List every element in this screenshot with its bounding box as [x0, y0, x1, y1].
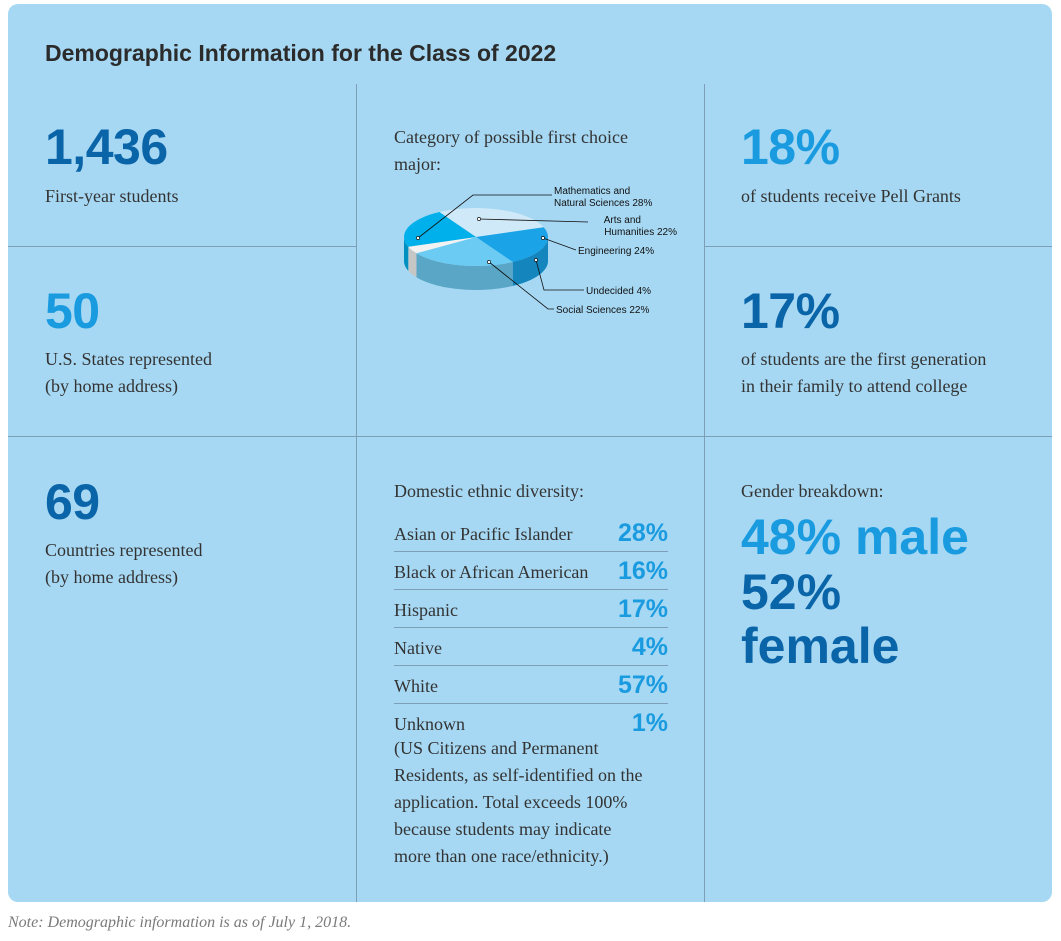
major-pie-chart: Mathematics and Natural Sciences 28% Art…	[404, 186, 677, 316]
pie-leaders	[416, 194, 589, 310]
grid-divider-h1-left	[8, 246, 356, 247]
states-count: 50	[45, 283, 100, 339]
ethnic-value: 1%	[631, 709, 668, 737]
pie-slice-1	[476, 227, 548, 262]
pie-label-arts-line2: Humanities 22%	[604, 227, 677, 238]
leader-social	[488, 261, 554, 310]
pie-label-math-line1: Mathematics and	[554, 186, 630, 197]
first-gen-percent: 17%	[741, 283, 840, 339]
ethnic-row: Black or African American 16%	[394, 552, 668, 590]
ethnic-row: Unknown 1%	[394, 704, 668, 741]
countries-count: 69	[45, 474, 100, 530]
ethnic-note-line: more than one race/ethnicity.)	[394, 846, 609, 866]
gender-male: 48% male	[741, 509, 969, 565]
gender-female-pct: 52%	[741, 564, 842, 620]
first-gen-label-line1: of students are the first generation	[741, 349, 987, 369]
pie-top	[404, 207, 548, 267]
ethnic-row: White 57%	[394, 666, 668, 704]
ethnic-title: Domestic ethnic diversity:	[394, 481, 584, 501]
states-label-line1: U.S. States represented	[45, 349, 212, 369]
ethnic-value: 28%	[617, 519, 668, 547]
ethnic-value: 16%	[617, 557, 668, 585]
countries-label-line2: (by home address)	[45, 567, 178, 587]
first-year-count: 1,436	[45, 119, 168, 175]
leader-dot-arts	[477, 217, 481, 221]
leader-dot-social	[487, 260, 491, 264]
ethnic-row: Asian or Pacific Islander 28%	[394, 514, 668, 552]
leader-arts	[478, 218, 589, 223]
pie-caption-line2: major:	[394, 154, 441, 174]
pell-percent: 18%	[741, 119, 840, 175]
countries-label-line1: Countries represented	[45, 540, 203, 560]
leader-engineering	[542, 237, 577, 251]
ethnic-note-line: Residents, as self-identified on the	[394, 765, 643, 785]
pie-side-1	[512, 237, 548, 286]
pie-slice-3	[408, 237, 476, 254]
pie-label-social: Social Sciences 22%	[556, 305, 649, 316]
ethnic-label: Unknown	[394, 714, 465, 734]
pie-caption: Category of possible first choice major:	[394, 124, 674, 178]
grid-divider-h1-right	[704, 246, 1052, 247]
pie-label-arts-line1: Arts and	[604, 215, 641, 226]
ethnic-label: Asian or Pacific Islander	[394, 524, 573, 544]
pie-slice-4	[404, 212, 476, 247]
ethnic-note-line: application. Total exceeds 100%	[394, 792, 628, 812]
first-gen-label-line2: in their family to attend college	[741, 376, 968, 396]
pie-side-4	[404, 237, 409, 271]
ethnic-value: 4%	[631, 633, 668, 661]
gender-title: Gender breakdown:	[741, 481, 884, 501]
pell-label: of students receive Pell Grants	[741, 186, 961, 206]
first-year-label: First-year students	[45, 186, 179, 206]
grid-divider-h2	[8, 436, 1052, 437]
grid-divider-v2	[704, 84, 705, 902]
pie-label-engineering: Engineering 24%	[578, 246, 654, 257]
pie-depth	[404, 237, 548, 290]
pie-label-undecided: Undecided 4%	[586, 286, 651, 297]
ethnic-note-line: (US Citizens and Permanent	[394, 738, 599, 758]
pie-slice-2	[416, 237, 513, 267]
ethnic-label: Hispanic	[394, 600, 458, 620]
ethnic-row: Native 4%	[394, 628, 668, 666]
leader-math	[417, 194, 552, 239]
pie-caption-line1: Category of possible first choice	[394, 127, 628, 147]
leader-dot-engineering	[541, 236, 545, 240]
ethnic-label: White	[394, 676, 438, 696]
pie-label-math-line2: Natural Sciences 28%	[554, 198, 652, 209]
leader-dot-undecided	[534, 258, 538, 262]
gender-female-word: female	[741, 618, 900, 674]
grid-divider-v1	[356, 84, 357, 902]
demographics-panel: Demographic Information for the Class of…	[8, 4, 1052, 902]
pie-side-3	[408, 246, 417, 278]
ethnic-table: Asian or Pacific Islander 28% Black or A…	[394, 514, 668, 741]
panel-title: Demographic Information for the Class of…	[45, 40, 557, 66]
leader-undecided	[535, 259, 584, 291]
ethnic-note-line: because students may indicate	[394, 819, 612, 839]
states-label-line2: (by home address)	[45, 376, 178, 396]
footnote: Note: Demographic information is as of J…	[8, 914, 352, 931]
ethnic-row: Hispanic 17%	[394, 590, 668, 628]
ethnic-note: (US Citizens and Permanent Residents, as…	[394, 735, 684, 870]
pie-side-2	[416, 253, 513, 290]
ethnic-label: Native	[394, 638, 442, 658]
ethnic-value: 57%	[617, 671, 668, 699]
ethnic-value: 17%	[617, 595, 668, 623]
leader-dot-math	[416, 236, 420, 240]
pie-slice-0	[439, 207, 544, 237]
ethnic-label: Black or African American	[394, 562, 589, 582]
